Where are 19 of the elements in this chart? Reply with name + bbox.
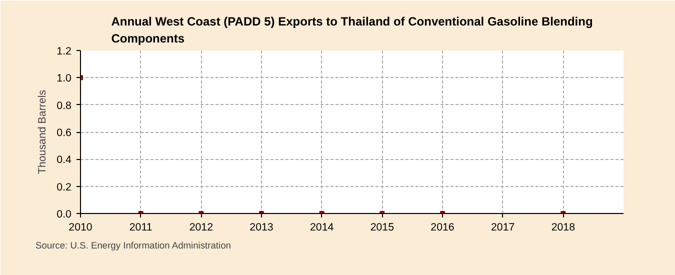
y-tick-label: 0.4 [56, 154, 72, 166]
y-tick-label: 1.2 [56, 46, 72, 58]
x-tick-label: 2015 [370, 222, 394, 234]
source-note: Source: U.S. Energy Information Administration [36, 240, 231, 250]
y-tick-label: 0.6 [56, 127, 72, 139]
y-tick-label: 0.0 [56, 208, 72, 220]
y-tick-label: 1.0 [56, 72, 72, 85]
chart-title: Annual West Coast (PADD 5) Exports to Thailand of Conventional Gasoline Blending Components [111, 14, 593, 46]
x-tick-label: 2013 [250, 222, 274, 234]
x-tick-label: 2017 [490, 222, 515, 234]
x-tick-label: 2012 [189, 222, 214, 234]
x-tick-label: 2010 [68, 222, 92, 234]
x-tick-label: 2018 [551, 222, 576, 234]
y-tick-label: 0.2 [56, 181, 72, 194]
x-tick-label: 2016 [430, 222, 454, 234]
x-tick-label: 2011 [129, 222, 152, 234]
y-tick-label: 0.8 [56, 100, 72, 112]
x-tick-label: 2014 [310, 222, 334, 234]
y-axis-title: Thousand Barrels [36, 90, 49, 174]
